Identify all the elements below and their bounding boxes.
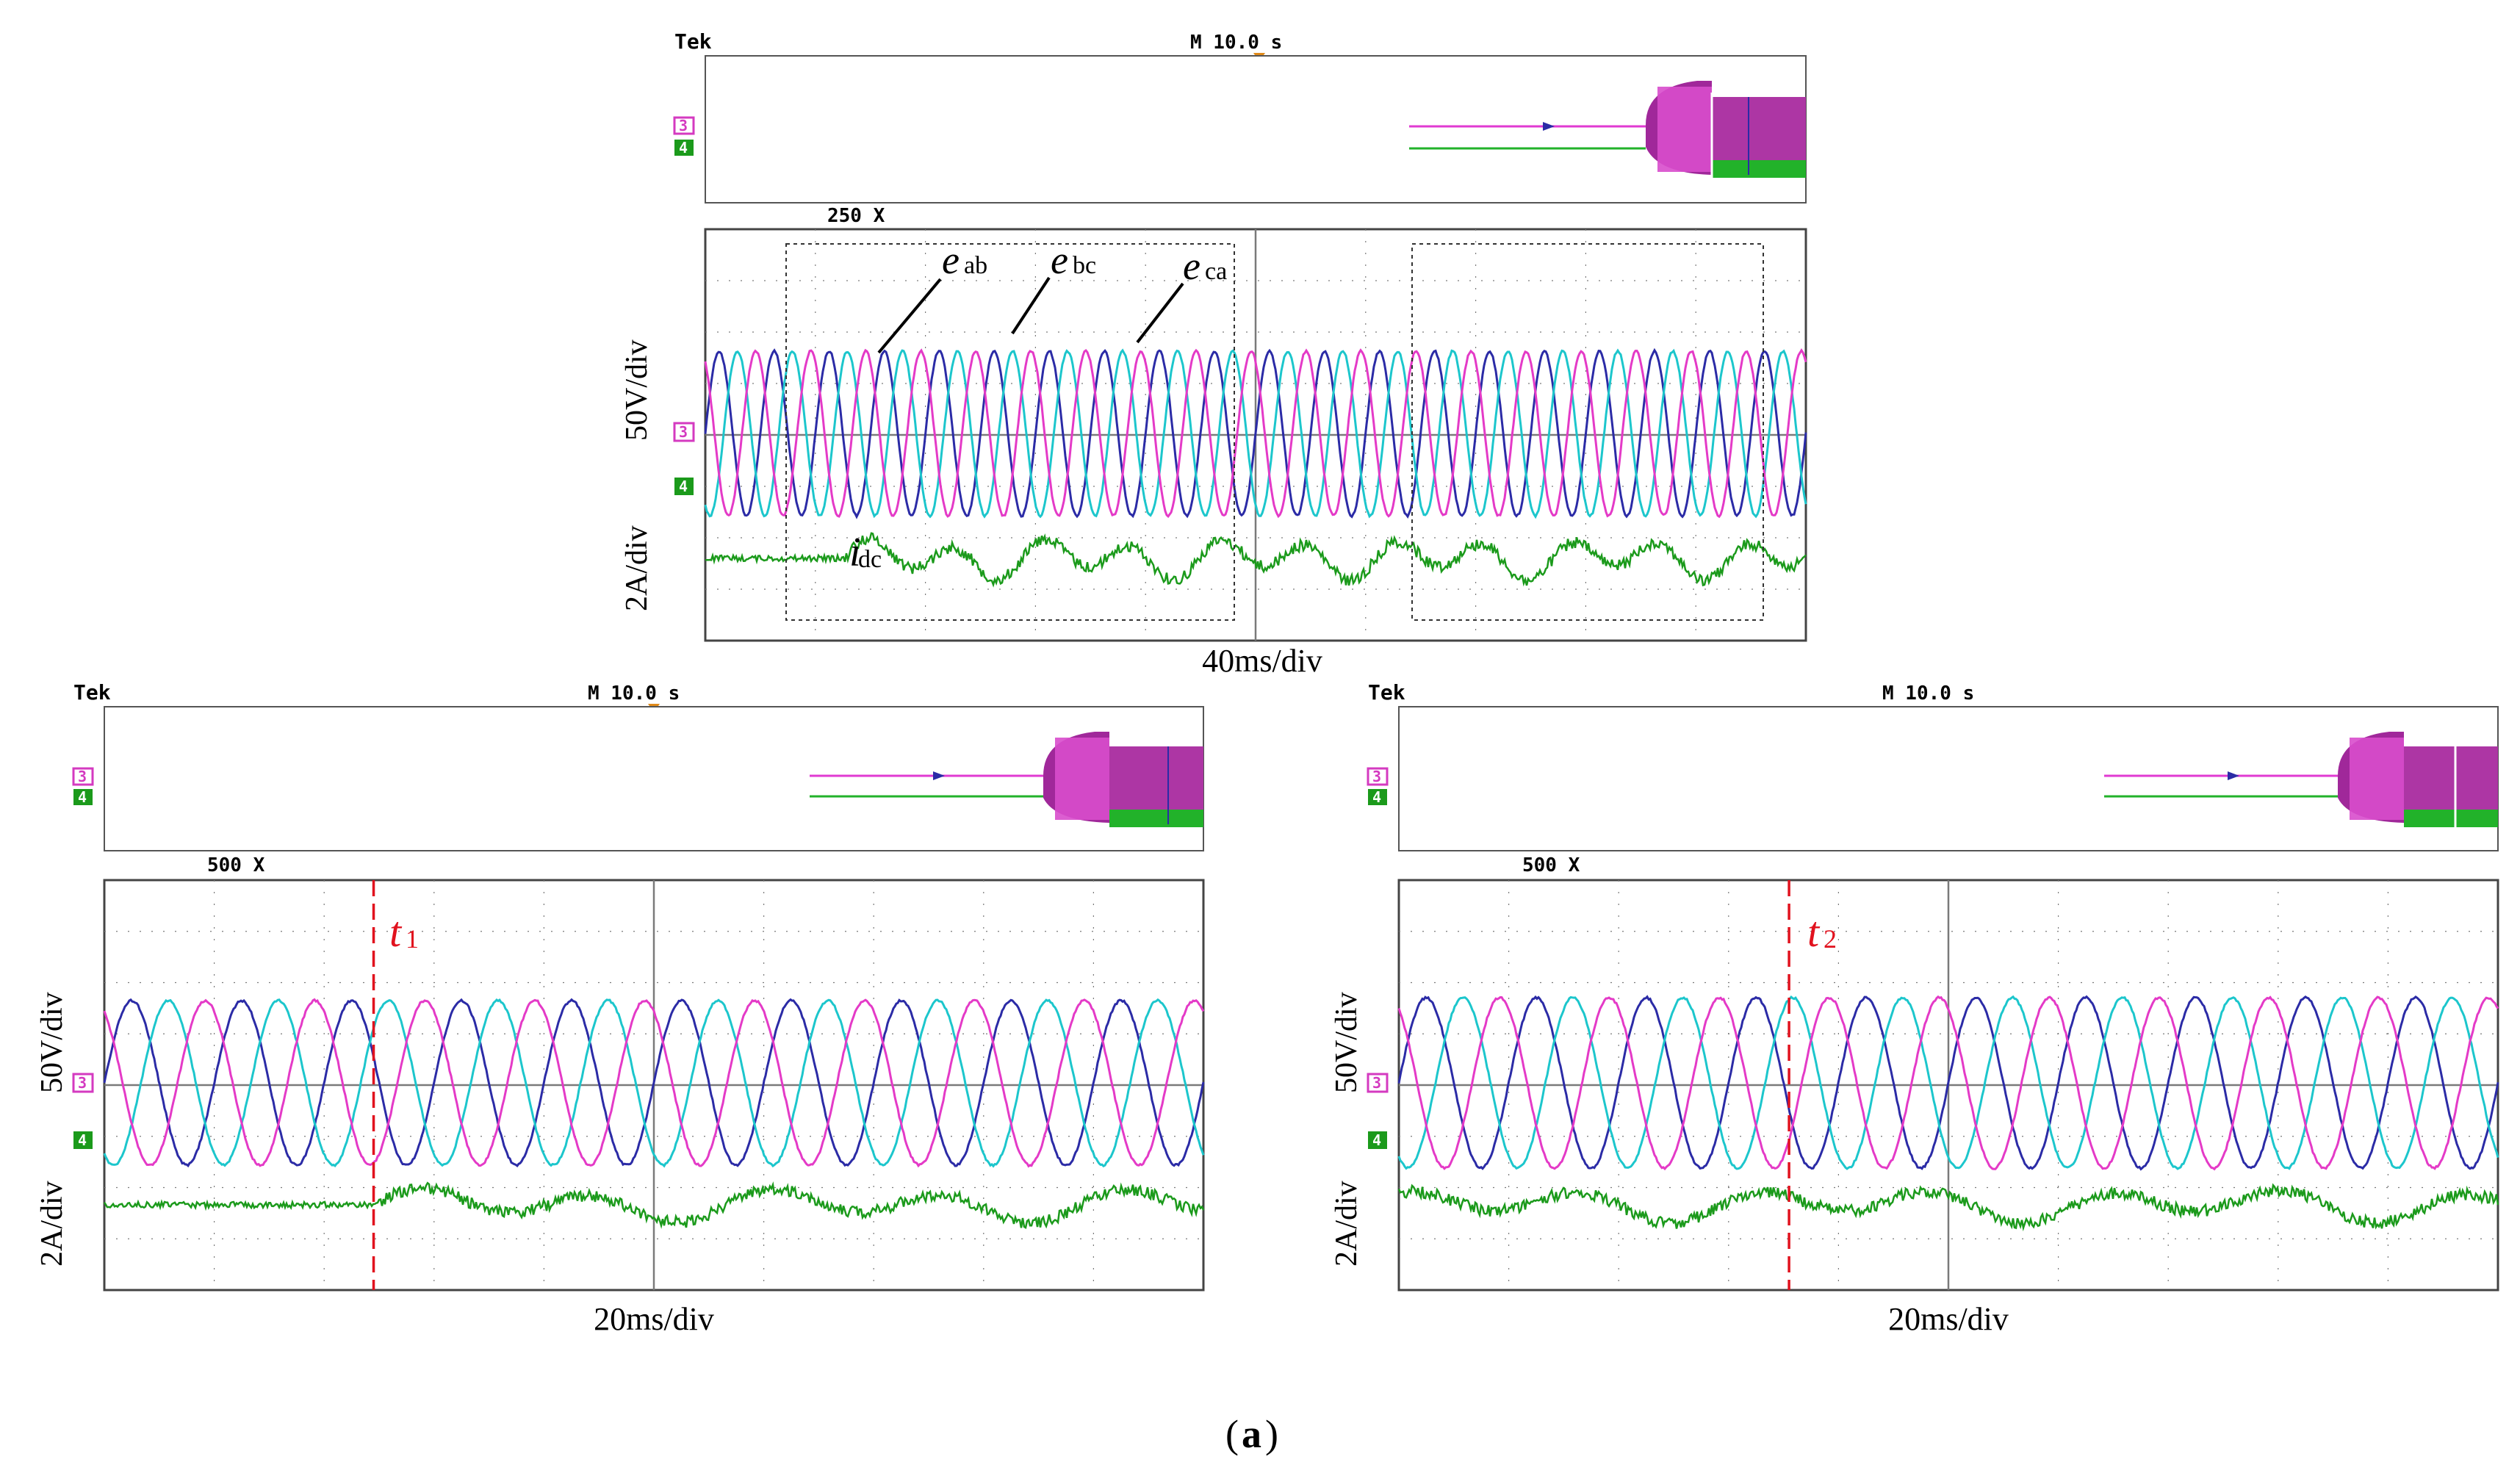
- svg-text:3: 3: [78, 768, 87, 785]
- overview-window: [705, 55, 1807, 203]
- overview-trace-group: [1409, 81, 1806, 182]
- overview-window: [1398, 706, 2499, 851]
- zoom-factor-label: 500 X: [207, 854, 265, 876]
- overview-channel-3-marker: 3: [72, 767, 94, 786]
- zoom-factor-label: 500 X: [1522, 854, 1580, 876]
- svg-text:t: t: [389, 908, 403, 956]
- trace-eab: [103, 998, 1205, 1168]
- figure-caption: ( a ): [1225, 1412, 1278, 1456]
- label-eca: e ca: [1136, 244, 1227, 344]
- y-axis-label-voltage: 50V/div: [35, 992, 69, 1093]
- svg-text:): ): [1265, 1412, 1278, 1456]
- scope-brand-label: Tek: [1368, 680, 1405, 705]
- event-label-t2: t 2: [1807, 908, 1837, 956]
- timebase-label: M 10.0 s: [1882, 682, 1974, 705]
- channel-3-marker: 3: [673, 422, 695, 442]
- svg-text:e: e: [1051, 238, 1068, 282]
- svg-text:t: t: [1807, 908, 1821, 956]
- label-eab: e ab: [877, 238, 987, 354]
- svg-text:3: 3: [1372, 768, 1381, 785]
- svg-text:3: 3: [679, 423, 688, 441]
- y-axis-label-current: 2A/div: [1330, 1181, 1364, 1267]
- svg-text:4: 4: [78, 1131, 87, 1149]
- trace-idc: [103, 1181, 1205, 1229]
- overview-trace-group: [810, 732, 1203, 827]
- scope-brand-label: Tek: [73, 680, 111, 705]
- svg-text:bc: bc: [1073, 252, 1096, 279]
- trace-ebc: [704, 348, 1807, 519]
- overview-channel-4-marker: 4: [674, 139, 694, 156]
- zoom-window-t2: [1411, 243, 1764, 621]
- y-axis-label-voltage: 50V/div: [620, 339, 654, 441]
- svg-text:4: 4: [1372, 788, 1381, 806]
- overview-channel-4-marker: 4: [73, 788, 93, 806]
- y-axis-label-current: 2A/div: [35, 1181, 69, 1267]
- scope-top: Tek M 10.0 s 3 4 250 X 3: [620, 29, 1807, 679]
- svg-text:1: 1: [406, 924, 419, 954]
- svg-text:3: 3: [78, 1074, 87, 1092]
- label-ebc: e bc: [1011, 238, 1096, 335]
- trace-ebc: [103, 998, 1205, 1168]
- svg-text:4: 4: [679, 478, 688, 495]
- x-axis-label: 20ms/div: [594, 1301, 714, 1337]
- svg-text:dc: dc: [858, 546, 882, 573]
- svg-text:ca: ca: [1205, 258, 1227, 285]
- trace-eca: [1397, 995, 2499, 1171]
- svg-text:e: e: [1183, 244, 1200, 288]
- x-axis-label: 40ms/div: [1202, 643, 1322, 679]
- event-label-t1: t 1: [389, 908, 419, 956]
- trace-ebc: [1397, 995, 2499, 1170]
- label-idc: i dc: [849, 530, 882, 575]
- svg-text:i: i: [849, 530, 861, 575]
- y-axis-label-voltage: 50V/div: [1330, 992, 1364, 1093]
- channel-3-marker: 3: [72, 1073, 94, 1093]
- channel-4-marker: 4: [73, 1131, 93, 1149]
- trace-idc: [1397, 1183, 2499, 1232]
- trace-eab: [1397, 995, 2499, 1171]
- overview-channel-3-marker: 3: [1367, 767, 1389, 786]
- plot-area: [103, 879, 1205, 1292]
- overview-trace-group: [2104, 732, 2498, 830]
- scope-bottom-right: Tek M 10.0 s 3 4 500 X 3 4: [1330, 680, 2499, 1337]
- zoom-window-t1: [785, 243, 1235, 621]
- overview-channel-4-marker: 4: [1368, 788, 1387, 806]
- channel-4-marker: 4: [674, 478, 694, 495]
- overview-window: [104, 706, 1204, 851]
- scope-brand-label: Tek: [674, 29, 712, 54]
- svg-text:3: 3: [679, 117, 688, 134]
- svg-text:4: 4: [78, 788, 87, 806]
- svg-text:4: 4: [1372, 1131, 1381, 1149]
- channel-4-marker: 4: [1368, 1131, 1387, 1149]
- trace-eca: [704, 347, 1807, 519]
- trace-eca: [103, 998, 1205, 1168]
- svg-text:(: (: [1225, 1412, 1239, 1456]
- plot-area: [704, 228, 1807, 642]
- plot-area: [1397, 879, 2499, 1292]
- timebase-label: M 10.0 s: [1190, 32, 1282, 54]
- trace-eab: [704, 347, 1807, 519]
- svg-text:4: 4: [679, 139, 688, 156]
- y-axis-label-current: 2A/div: [620, 525, 654, 611]
- svg-text:e: e: [942, 238, 960, 282]
- channel-3-marker: 3: [1367, 1073, 1389, 1093]
- overview-channel-3-marker: 3: [673, 116, 695, 135]
- timebase-label: M 10.0 s: [588, 682, 680, 705]
- svg-text:ab: ab: [964, 252, 987, 279]
- zoom-factor-label: 250 X: [827, 205, 885, 227]
- x-axis-label: 20ms/div: [1888, 1301, 2009, 1337]
- scope-bottom-left: Tek M 10.0 s 3 4 500 X 3: [35, 680, 1205, 1337]
- trace-idc: [705, 532, 1807, 588]
- svg-text:2: 2: [1824, 924, 1837, 954]
- svg-text:3: 3: [1372, 1074, 1381, 1092]
- svg-text:a: a: [1242, 1412, 1261, 1456]
